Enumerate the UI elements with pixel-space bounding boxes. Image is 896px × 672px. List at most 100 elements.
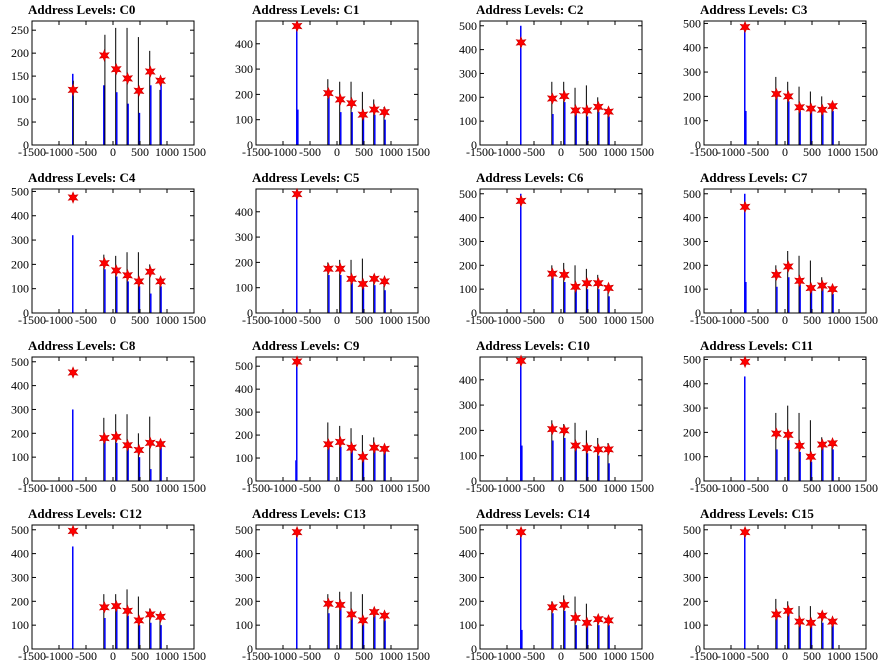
x-tick-label: 1000 (603, 313, 627, 327)
x-tick-label: 1000 (827, 481, 851, 495)
x-tick-label: 1500 (406, 649, 430, 663)
peak-star-6 (379, 275, 390, 288)
x-tick-label: -1000 (493, 145, 521, 159)
peak-star-4 (805, 616, 817, 630)
peak-star-1 (98, 256, 110, 270)
bar-2 (552, 114, 554, 145)
y-tick-label: 0 (471, 138, 477, 152)
x-tick-label: 0 (558, 481, 564, 495)
peak-star-2 (110, 599, 122, 613)
chart-svg: Address Levels: C13 0 100 200 300 400 500 -1500… (235, 506, 430, 663)
peak-star-4 (805, 281, 817, 295)
bar-13 (608, 463, 610, 481)
bar-5 (340, 112, 342, 145)
x-tick-label: 1500 (630, 481, 654, 495)
peak-star-5 (592, 443, 604, 456)
peak-star-4 (133, 275, 145, 288)
bar-0 (72, 409, 74, 481)
chart-panel-5: Address Levels: C5 0 100 200 300 400 -1500 -100… (224, 168, 448, 336)
x-tick-label: -1000 (717, 145, 745, 159)
bar-9 (149, 608, 151, 649)
y-tick-label: 500 (683, 352, 701, 366)
bar-4 (563, 424, 565, 481)
x-tick-label: 0 (782, 313, 788, 327)
peak-star-3 (122, 438, 134, 452)
chart-title: Address Levels: C8 (28, 338, 136, 353)
bar-11 (374, 114, 376, 145)
peak-star-6 (603, 105, 614, 118)
bar-2 (104, 269, 106, 313)
bar-3 (563, 81, 565, 145)
bar-4 (115, 27, 117, 145)
plot-frame (255, 524, 419, 650)
bar-3 (339, 591, 341, 649)
peak-star-2 (334, 93, 346, 106)
peak-star-2 (782, 260, 794, 273)
bar-5 (340, 446, 342, 481)
peak-star-5 (368, 605, 380, 619)
y-tick-label: 300 (459, 66, 477, 80)
peak-star-3 (794, 274, 806, 288)
peak-star-5 (816, 103, 828, 117)
peak-star-1 (770, 427, 782, 440)
y-tick-label: 0 (471, 642, 477, 656)
x-tick-label: 1500 (406, 481, 430, 495)
bar-1 (551, 265, 553, 313)
peak-star-3 (570, 104, 582, 117)
y-tick-label: 300 (683, 570, 701, 584)
y-tick-label: 200 (11, 46, 29, 60)
bar-7 (799, 284, 801, 313)
x-tick-label: 500 (355, 313, 373, 327)
bar-8 (362, 622, 365, 649)
bar-4 (788, 439, 790, 481)
peak-star-2 (110, 264, 122, 277)
y-tick-label: 200 (235, 255, 253, 269)
peak-star-0 (67, 366, 79, 379)
x-tick-label: 1500 (854, 649, 878, 663)
x-tick-label: 1000 (379, 481, 403, 495)
y-tick-label: 0 (695, 306, 701, 320)
bar-5 (788, 277, 790, 313)
peak-star-2 (782, 428, 794, 442)
peak-star-2 (334, 598, 346, 612)
chart-svg: Address Levels: C0 0 50 100 150 200 250 -1500 -1… (11, 2, 206, 159)
bar-11 (607, 109, 609, 145)
x-tick-label: 1000 (603, 145, 627, 159)
y-tick-label: 0 (247, 642, 253, 656)
bar-2 (775, 265, 777, 313)
y-tick-label: 100 (459, 114, 477, 128)
x-tick-label: 500 (131, 649, 149, 663)
y-tick-label: 0 (247, 138, 253, 152)
bar-4 (116, 276, 118, 313)
peak-star-3 (122, 269, 134, 282)
y-tick-label: 200 (11, 426, 29, 440)
bar-12 (608, 296, 610, 313)
bar-0 (744, 529, 746, 649)
x-tick-label: 500 (131, 313, 149, 327)
x-tick-label: 1000 (155, 313, 179, 327)
bar-4 (564, 282, 566, 313)
x-tick-label: -500 (75, 481, 97, 495)
bar-6 (799, 625, 801, 649)
chart-title: Address Levels: C11 (700, 338, 813, 353)
chart-svg: Address Levels: C60100200300400500-1500-… (459, 170, 654, 327)
chart-panel-6: Address Levels: C6 0 100 200 300 400 500 -1500-… (448, 168, 672, 336)
chart-panel-15: Address Levels: C15 0 100 200 300 400 500 -1500… (672, 504, 896, 672)
bar-1 (297, 109, 299, 145)
x-tick-label: -1000 (45, 145, 73, 159)
bar-11 (374, 451, 376, 481)
x-tick-label: 0 (782, 481, 788, 495)
peak-star-1 (322, 262, 334, 276)
bar-2 (327, 79, 329, 145)
x-tick-label: 500 (355, 145, 373, 159)
x-tick-label: -500 (747, 313, 769, 327)
y-tick-label: 500 (11, 355, 29, 369)
y-tick-label: 100 (459, 449, 477, 463)
y-tick-label: 400 (235, 382, 253, 396)
x-tick-label: 0 (558, 649, 564, 663)
chart-title: Address Levels: C1 (252, 2, 359, 17)
plot-frame (703, 188, 867, 314)
plot-frame (31, 356, 195, 482)
peak-star-5 (368, 103, 380, 116)
bar-0 (72, 73, 74, 145)
